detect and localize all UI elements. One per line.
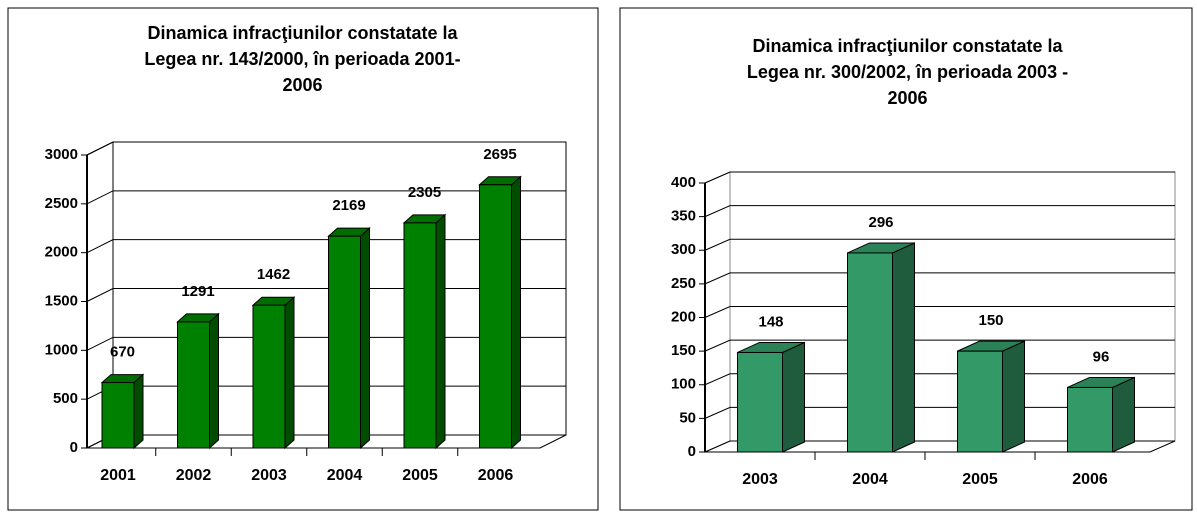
bar-side bbox=[360, 227, 370, 450]
x-tick-label: 2004 bbox=[852, 471, 888, 488]
bar bbox=[1067, 386, 1113, 453]
y-tick-label: 300 bbox=[671, 241, 696, 258]
value-label: 2695 bbox=[483, 146, 516, 163]
bar bbox=[403, 222, 437, 449]
grid-line bbox=[704, 171, 1175, 184]
y-tick-label: 200 bbox=[671, 308, 696, 325]
value-label: 1291 bbox=[181, 283, 214, 300]
grid-line bbox=[704, 339, 1175, 352]
y-tick-label: 0 bbox=[70, 439, 78, 456]
bar-side bbox=[892, 242, 915, 453]
chart-title: Dinamica infracţiunilor constatate la Le… bbox=[746, 36, 1069, 108]
grid-line bbox=[86, 190, 566, 205]
bar-side bbox=[435, 213, 446, 450]
chart-title: Dinamica infracţiunilor constatate la Le… bbox=[144, 23, 461, 95]
y-tick-label: 100 bbox=[671, 376, 696, 393]
grid-line bbox=[86, 141, 566, 156]
bar bbox=[737, 351, 783, 453]
bar-side bbox=[133, 373, 144, 450]
grid-line bbox=[704, 306, 1175, 318]
grid-line bbox=[704, 205, 1175, 218]
y-tick-label: 1500 bbox=[45, 292, 78, 309]
value-label: 1462 bbox=[257, 266, 290, 283]
y-tick-label: 500 bbox=[53, 390, 78, 407]
x-tick-label: 2001 bbox=[100, 467, 136, 484]
grid-line bbox=[704, 406, 1175, 419]
grid-line bbox=[704, 272, 1175, 285]
bar bbox=[252, 304, 286, 449]
value-label: 296 bbox=[868, 214, 893, 231]
grid-line bbox=[704, 238, 1175, 251]
floor bbox=[87, 434, 567, 449]
bar-side bbox=[284, 296, 295, 450]
y-tick-label: 250 bbox=[671, 275, 696, 292]
bar-side bbox=[1002, 340, 1025, 453]
x-tick-label: 2005 bbox=[402, 467, 438, 484]
bar-side bbox=[511, 175, 521, 450]
bar bbox=[101, 382, 135, 449]
y-tick-label: 50 bbox=[679, 409, 696, 426]
y-tick-label: 150 bbox=[671, 342, 696, 359]
y-tick-label: 3000 bbox=[45, 146, 78, 163]
chart-frame bbox=[7, 7, 599, 511]
y-tick-label: 350 bbox=[671, 208, 696, 225]
bar-side bbox=[782, 341, 805, 453]
value-label: 2305 bbox=[408, 184, 441, 201]
bar bbox=[957, 350, 1003, 453]
value-label: 2169 bbox=[332, 197, 365, 214]
x-tick-label: 2003 bbox=[742, 471, 778, 488]
x-tick-label: 2003 bbox=[251, 467, 287, 484]
chart-frame bbox=[619, 7, 1193, 511]
bar bbox=[847, 252, 893, 453]
y-tick-label: 400 bbox=[671, 174, 696, 191]
value-label: 148 bbox=[758, 313, 783, 330]
value-label: 670 bbox=[110, 344, 135, 361]
x-tick-label: 2004 bbox=[327, 467, 363, 484]
value-label: 150 bbox=[978, 312, 1003, 329]
y-tick-label: 2000 bbox=[45, 244, 78, 261]
y-tick-label: 1000 bbox=[45, 341, 78, 358]
x-tick-label: 2002 bbox=[176, 467, 212, 484]
y-tick-label: 2500 bbox=[45, 195, 78, 212]
bar bbox=[328, 235, 361, 449]
grid-line bbox=[704, 373, 1175, 386]
bar bbox=[177, 321, 210, 449]
bar bbox=[479, 184, 512, 449]
y-tick-label: 0 bbox=[688, 443, 696, 460]
x-tick-label: 2006 bbox=[1072, 471, 1108, 488]
bar-side bbox=[209, 312, 219, 450]
grid-line bbox=[704, 440, 1175, 453]
bar-side bbox=[1112, 376, 1135, 453]
x-tick-label: 2006 bbox=[478, 467, 514, 484]
x-tick-label: 2005 bbox=[962, 471, 998, 488]
value-label: 96 bbox=[1093, 348, 1110, 365]
